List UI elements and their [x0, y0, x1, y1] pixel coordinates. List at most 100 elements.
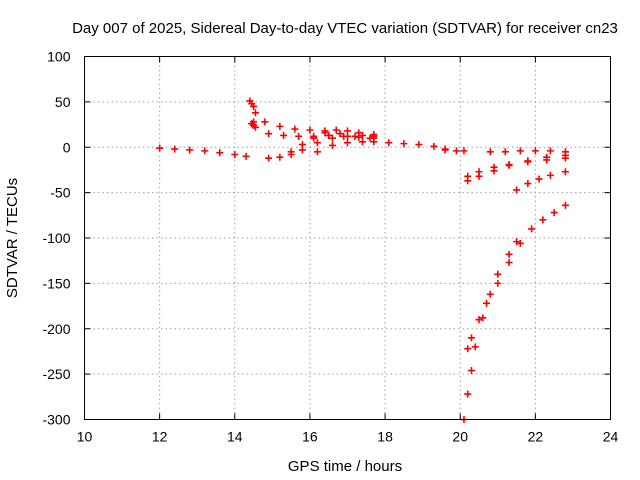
- series-arc-9: [441, 146, 468, 155]
- data-point: [355, 129, 363, 137]
- data-point: [344, 139, 351, 147]
- data-point: [460, 147, 468, 155]
- data-point: [280, 131, 288, 139]
- data-point: [475, 316, 483, 324]
- data-point: [328, 134, 336, 142]
- data-point: [430, 142, 438, 150]
- data-point: [528, 225, 536, 233]
- series-arc-3: [261, 118, 374, 142]
- series-arc-6: [287, 126, 378, 156]
- x-tick-label: 18: [377, 429, 393, 445]
- data-point: [310, 134, 318, 142]
- data-point: [543, 153, 551, 161]
- data-point: [332, 126, 340, 134]
- x-tick-label: 22: [528, 429, 544, 445]
- data-point: [452, 147, 460, 155]
- data-point: [250, 102, 258, 110]
- data-point: [467, 334, 475, 342]
- data-points: [156, 97, 569, 423]
- data-point: [486, 290, 494, 298]
- y-tick-labels: 100 50 0 -50 -100 -150 -200 -250 -300: [42, 49, 70, 428]
- data-point: [325, 131, 333, 139]
- x-tick-label: 14: [227, 429, 243, 445]
- plot-frame: [84, 56, 611, 420]
- data-point: [313, 148, 321, 156]
- data-point: [295, 132, 303, 140]
- data-point: [505, 250, 513, 258]
- x-axis-label: GPS time / hours: [288, 458, 402, 475]
- data-point: [516, 147, 524, 155]
- data-point: [298, 141, 306, 149]
- y-tick-label: -150: [42, 275, 70, 291]
- chart-title: Day 007 of 2025, Sidereal Day-to-day VTE…: [72, 20, 618, 37]
- data-point: [524, 180, 532, 188]
- data-point: [261, 118, 269, 126]
- data-point: [471, 343, 479, 351]
- x-tick-label: 10: [77, 429, 93, 445]
- data-point: [494, 279, 502, 287]
- series-arc-7: [313, 138, 378, 156]
- y-tick-label: -200: [42, 321, 70, 337]
- data-point: [251, 109, 259, 117]
- series-arc-15: [460, 238, 521, 423]
- data-point: [501, 148, 509, 156]
- data-point: [494, 270, 502, 278]
- data-point: [359, 131, 367, 139]
- data-point: [561, 201, 569, 209]
- data-point: [370, 138, 378, 146]
- data-point: [201, 147, 209, 155]
- series-arc-14: [464, 201, 569, 353]
- data-point: [467, 366, 475, 374]
- y-tick-label: -250: [42, 366, 70, 382]
- series-arc-12: [464, 151, 569, 185]
- data-point: [231, 151, 239, 159]
- data-point: [344, 127, 351, 135]
- data-point: [505, 161, 513, 169]
- x-tick-label: 24: [603, 429, 619, 445]
- grid-lines: [84, 56, 611, 420]
- data-point: [441, 146, 449, 154]
- data-point: [535, 175, 543, 183]
- series-arc-1: [156, 144, 250, 160]
- y-tick-label: -50: [50, 185, 70, 201]
- data-point: [490, 167, 498, 175]
- data-point: [561, 151, 569, 159]
- data-point: [265, 154, 273, 162]
- data-point: [370, 131, 378, 139]
- data-point: [287, 148, 295, 156]
- data-point: [513, 186, 521, 194]
- y-tick-label: 0: [63, 139, 71, 155]
- data-point: [359, 138, 367, 146]
- data-point: [539, 216, 547, 224]
- data-point: [313, 139, 321, 147]
- series-arc-8: [385, 139, 449, 153]
- data-point: [415, 141, 423, 149]
- data-point: [328, 141, 336, 149]
- data-point: [400, 140, 408, 148]
- data-point: [276, 122, 284, 130]
- y-axis-label: SDTVAR / TECUs: [4, 178, 21, 298]
- data-point: [550, 209, 558, 217]
- series-arc-2: [246, 97, 259, 131]
- x-tick-label: 20: [452, 429, 468, 445]
- x-tick-label: 16: [302, 429, 318, 445]
- data-point: [336, 130, 344, 138]
- data-point: [385, 139, 393, 147]
- data-point: [475, 172, 483, 180]
- y-tick-label: -100: [42, 230, 70, 246]
- data-point: [479, 314, 487, 322]
- y-tick-label: 50: [55, 94, 71, 110]
- data-point: [291, 125, 299, 133]
- data-point: [464, 390, 472, 398]
- data-point: [242, 152, 250, 160]
- data-point: [464, 345, 472, 353]
- data-point: [321, 129, 329, 137]
- data-point: [546, 147, 554, 155]
- data-point: [513, 238, 521, 246]
- data-point: [156, 144, 164, 152]
- data-point: [561, 168, 569, 176]
- data-point: [171, 145, 179, 153]
- data-point: [265, 130, 273, 138]
- axis-ticks: [84, 56, 611, 420]
